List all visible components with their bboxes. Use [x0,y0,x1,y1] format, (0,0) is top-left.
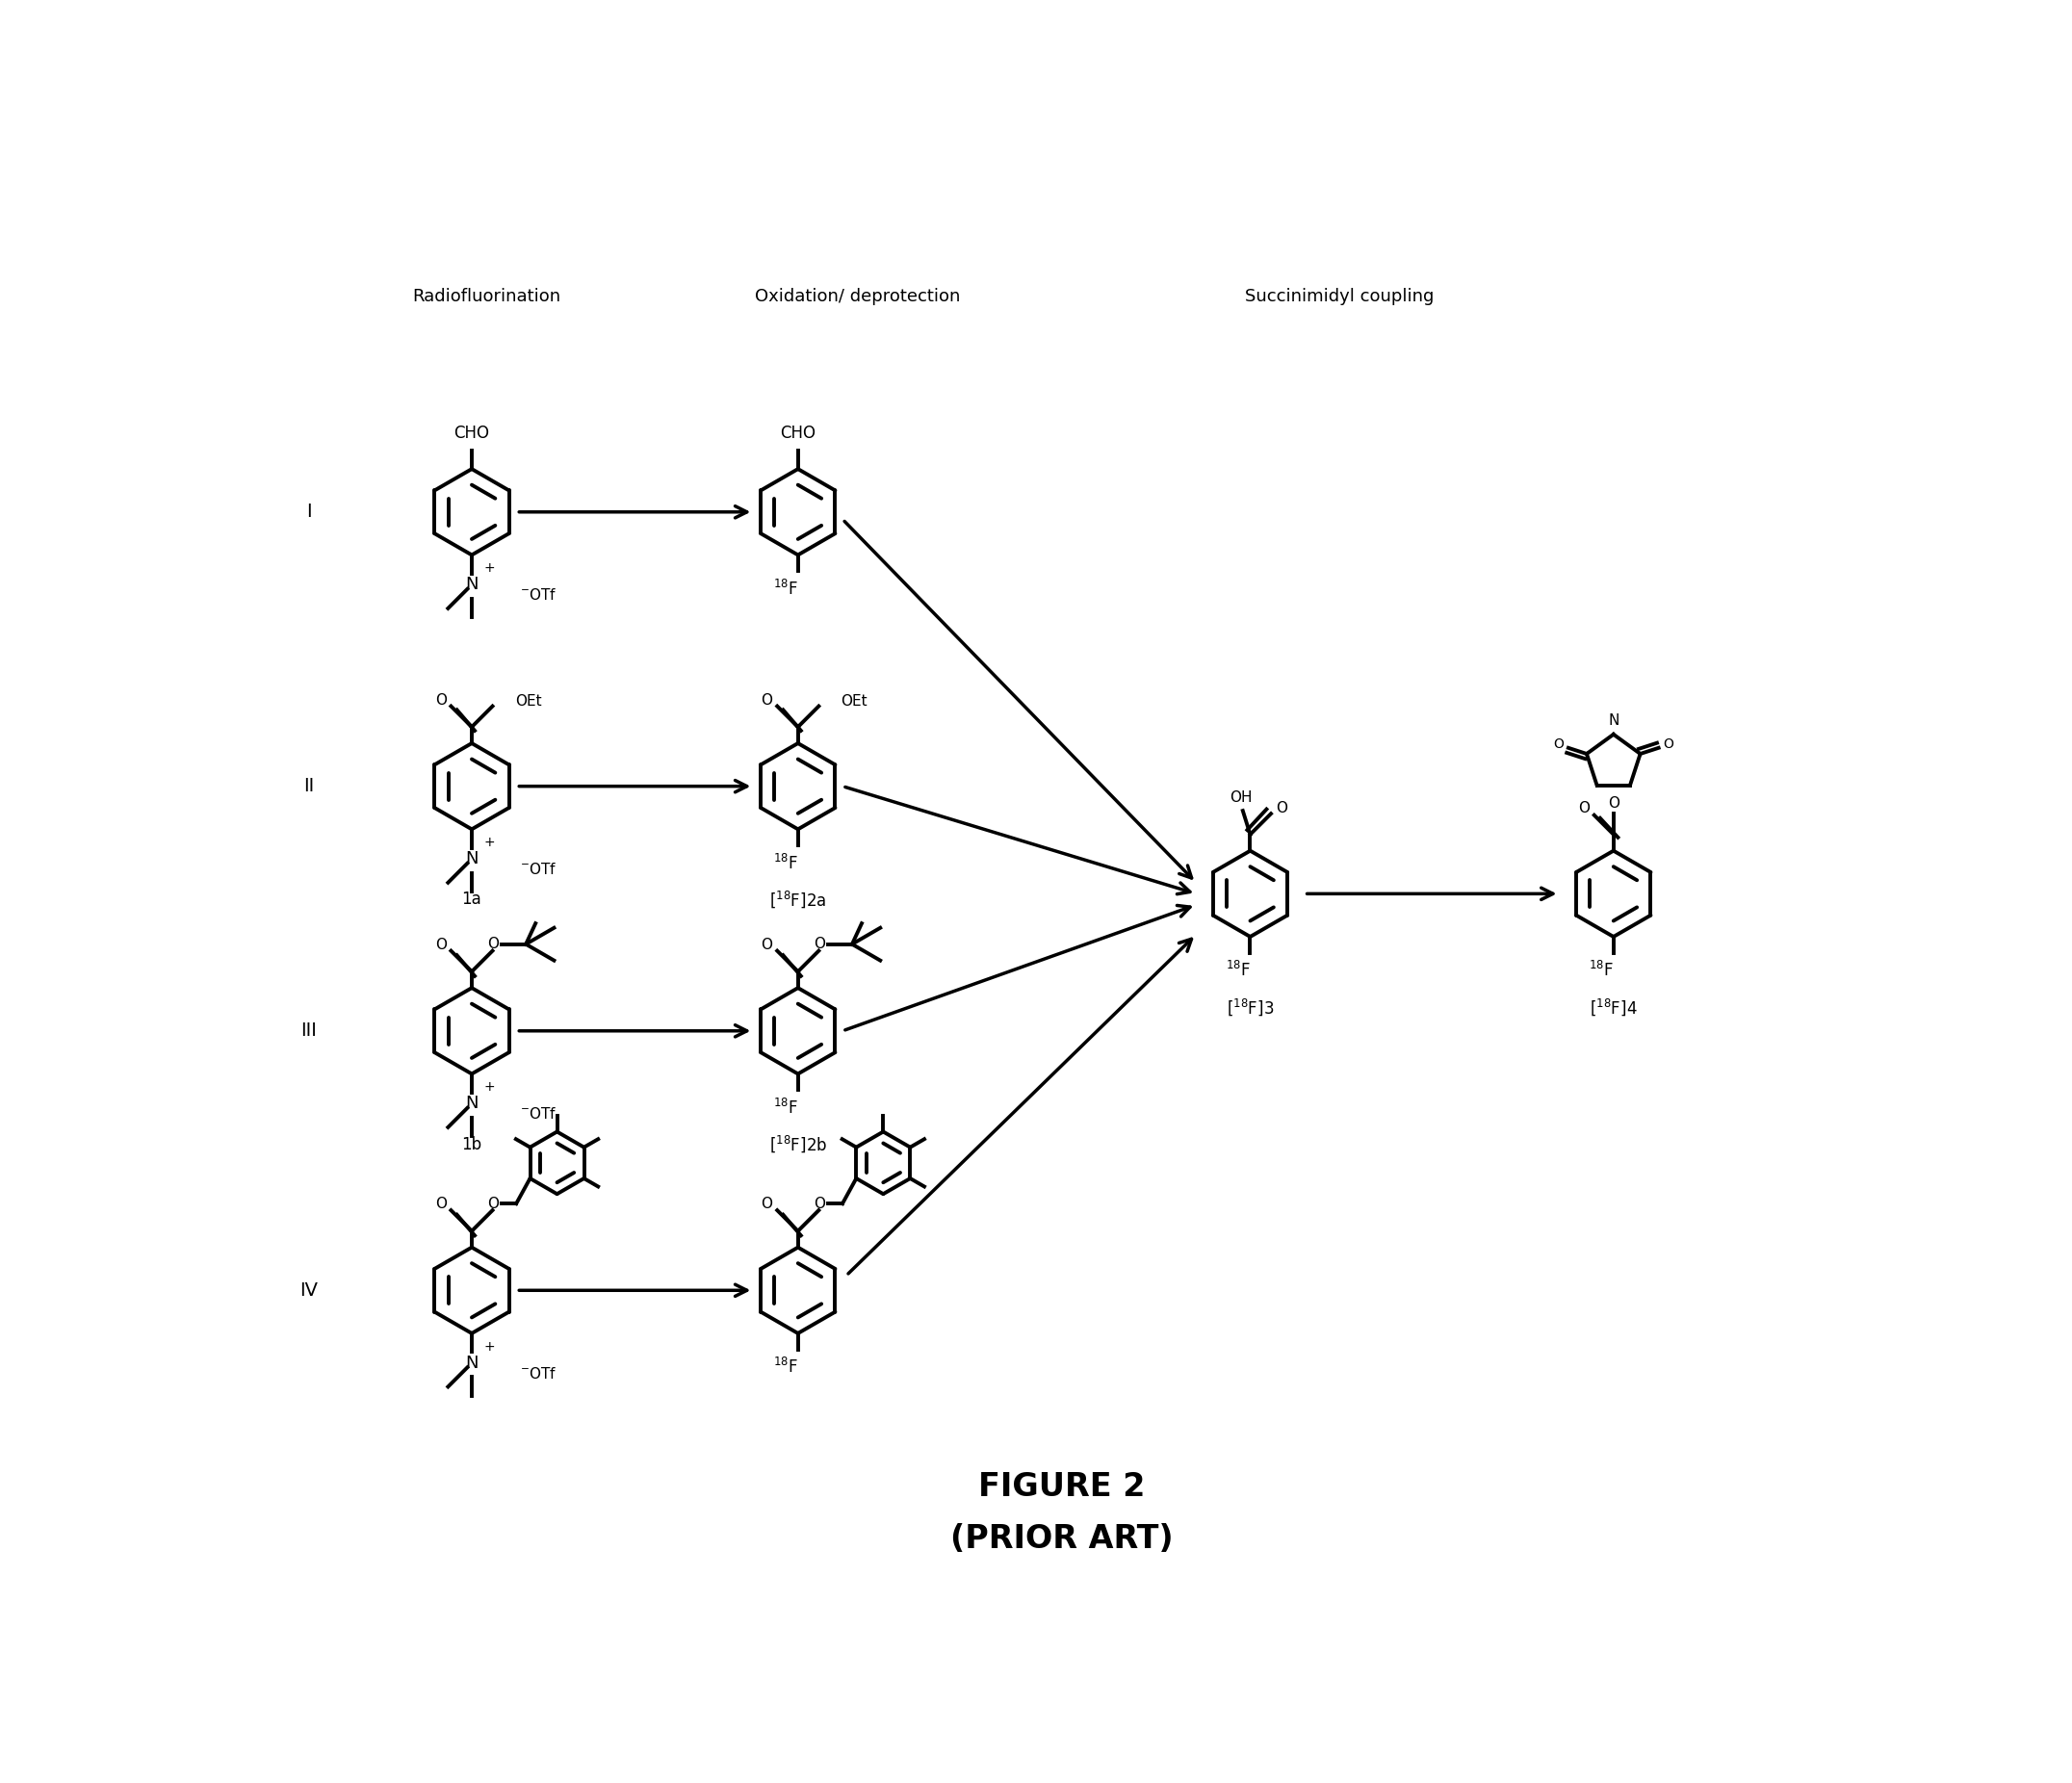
Text: O: O [1554,738,1564,751]
Text: OEt: OEt [514,695,541,710]
Text: O: O [1608,795,1618,811]
Text: O: O [435,694,445,708]
Text: O: O [1276,801,1287,815]
Text: N: N [466,1355,479,1371]
Text: $^{-}$OTf: $^{-}$OTf [520,587,557,603]
Text: $^{18}$F: $^{18}$F [1227,961,1251,981]
Text: +: + [485,1080,495,1095]
Text: Succinimidyl coupling: Succinimidyl coupling [1245,289,1434,305]
Text: O: O [814,936,825,952]
Text: Oxidation/ deprotection: Oxidation/ deprotection [754,289,959,305]
Text: [$^{18}$F]3: [$^{18}$F]3 [1227,997,1274,1018]
Text: $^{18}$F: $^{18}$F [773,579,798,599]
Text: $^{18}$F: $^{18}$F [773,1098,798,1118]
Text: O: O [760,694,773,708]
Text: $^{-}$OTf: $^{-}$OTf [520,1366,557,1382]
Text: O: O [1664,738,1674,751]
Text: +: + [485,1341,495,1353]
Text: CHO: CHO [454,424,489,442]
Text: O: O [435,1196,445,1212]
Text: FIGURE 2: FIGURE 2 [978,1471,1146,1503]
Text: OH: OH [1231,790,1254,804]
Text: N: N [466,1095,479,1113]
Text: [$^{18}$F]2b: [$^{18}$F]2b [769,1134,827,1155]
Text: II: II [303,777,315,795]
Text: CHO: CHO [781,424,816,442]
Text: [$^{18}$F]2a: [$^{18}$F]2a [769,890,827,909]
Text: N: N [466,576,479,594]
Text: $^{-}$OTf: $^{-}$OTf [520,1105,557,1122]
Text: $^{-}$OTf: $^{-}$OTf [520,861,557,877]
Text: I: I [307,503,311,521]
Text: [$^{18}$F]4: [$^{18}$F]4 [1589,997,1637,1018]
Text: N: N [1608,713,1618,727]
Text: (PRIOR ART): (PRIOR ART) [951,1523,1173,1555]
Text: O: O [487,1196,499,1211]
Text: O: O [814,1196,825,1211]
Text: $^{18}$F: $^{18}$F [773,854,798,874]
Text: O: O [760,938,773,952]
Text: 1b: 1b [462,1136,483,1154]
Text: +: + [485,562,495,576]
Text: N: N [466,850,479,868]
Text: OEt: OEt [841,695,868,710]
Text: $^{18}$F: $^{18}$F [773,1359,798,1376]
Text: +: + [485,836,495,849]
Text: III: III [300,1022,317,1039]
Text: IV: IV [300,1282,317,1300]
Text: O: O [1579,801,1589,815]
Text: Radiofluorination: Radiofluorination [412,289,562,305]
Text: O: O [487,936,499,952]
Text: 1a: 1a [462,892,483,908]
Text: O: O [760,1196,773,1212]
Text: $^{18}$F: $^{18}$F [1589,961,1614,981]
Text: O: O [435,938,445,952]
